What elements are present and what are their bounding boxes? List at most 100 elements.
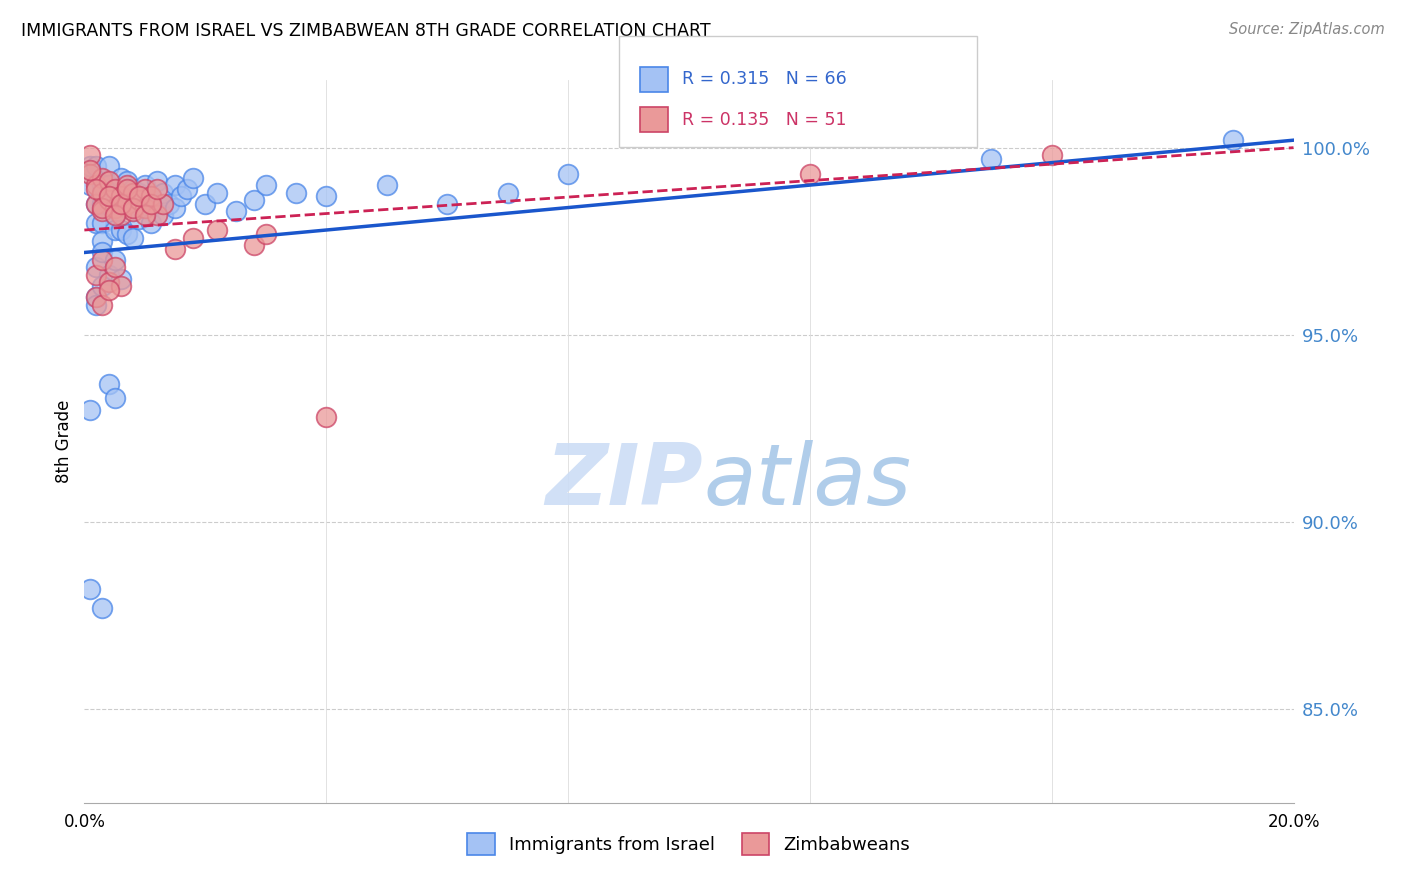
Point xyxy=(1222,133,1244,147)
Point xyxy=(134,201,156,215)
Point xyxy=(115,227,138,241)
Point xyxy=(104,223,127,237)
Point xyxy=(86,160,108,174)
Point xyxy=(110,271,132,285)
Point xyxy=(121,230,143,244)
Point xyxy=(86,290,108,304)
Point xyxy=(79,160,101,174)
Point xyxy=(254,227,277,241)
Point xyxy=(110,279,132,293)
Point xyxy=(91,298,114,312)
Point xyxy=(121,204,143,219)
Legend: Immigrants from Israel, Zimbabweans: Immigrants from Israel, Zimbabweans xyxy=(460,826,918,863)
Point xyxy=(315,410,337,425)
Point xyxy=(980,152,1002,166)
Point xyxy=(79,148,101,162)
Point xyxy=(115,174,138,188)
Point xyxy=(86,260,108,275)
Point xyxy=(128,211,150,226)
Point xyxy=(165,178,187,193)
Point xyxy=(86,268,108,282)
Point xyxy=(91,245,114,260)
Point xyxy=(97,174,120,188)
Point xyxy=(121,201,143,215)
Point xyxy=(115,196,138,211)
Point xyxy=(121,186,143,200)
Point xyxy=(121,182,143,196)
Point xyxy=(97,276,120,290)
Point xyxy=(104,182,127,196)
Point xyxy=(436,196,458,211)
Point xyxy=(104,260,127,275)
Y-axis label: 8th Grade: 8th Grade xyxy=(55,400,73,483)
Point xyxy=(79,178,101,193)
Point xyxy=(115,178,138,193)
Point xyxy=(91,201,114,215)
Point xyxy=(110,196,132,211)
Point xyxy=(91,186,114,200)
Point xyxy=(91,279,114,293)
Point xyxy=(128,186,150,200)
Point xyxy=(799,167,821,181)
Point xyxy=(91,252,114,267)
Point xyxy=(181,170,204,185)
Point xyxy=(110,223,132,237)
Point xyxy=(104,201,127,215)
Point xyxy=(1040,148,1063,162)
Point xyxy=(157,196,180,211)
Point xyxy=(128,193,150,207)
Point xyxy=(139,189,162,203)
Point xyxy=(194,196,217,211)
Point xyxy=(97,160,120,174)
Point xyxy=(86,196,108,211)
Point xyxy=(110,189,132,203)
Point xyxy=(285,186,308,200)
Point xyxy=(134,182,156,196)
Point xyxy=(91,204,114,219)
Point xyxy=(91,215,114,229)
Point xyxy=(79,163,101,178)
Point xyxy=(86,215,108,229)
Point xyxy=(86,290,108,304)
Point xyxy=(557,167,579,181)
Point xyxy=(91,601,114,615)
Point xyxy=(121,204,143,219)
Point xyxy=(315,189,337,203)
Point xyxy=(134,201,156,215)
Point xyxy=(152,196,174,211)
Point xyxy=(86,298,108,312)
Point xyxy=(207,223,229,237)
Point xyxy=(79,167,101,181)
Point xyxy=(134,178,156,193)
Point xyxy=(146,208,169,222)
Point xyxy=(110,170,132,185)
Point xyxy=(110,193,132,207)
Point xyxy=(91,170,114,185)
Point xyxy=(242,193,264,207)
Point xyxy=(181,230,204,244)
Point xyxy=(146,196,169,211)
Point xyxy=(79,582,101,597)
Text: R = 0.315   N = 66: R = 0.315 N = 66 xyxy=(682,70,846,88)
Point xyxy=(97,268,120,282)
Point xyxy=(104,186,127,200)
Point xyxy=(104,208,127,222)
Text: atlas: atlas xyxy=(703,440,911,524)
Point xyxy=(146,182,169,196)
Text: Source: ZipAtlas.com: Source: ZipAtlas.com xyxy=(1229,22,1385,37)
Point xyxy=(139,196,162,211)
Point xyxy=(115,201,138,215)
Point xyxy=(242,238,264,252)
Text: R = 0.135   N = 51: R = 0.135 N = 51 xyxy=(682,111,846,128)
Point xyxy=(170,189,193,203)
Point xyxy=(91,178,114,193)
Point xyxy=(165,242,187,256)
Point xyxy=(104,392,127,406)
Point xyxy=(152,186,174,200)
Point xyxy=(128,189,150,203)
Point xyxy=(86,178,108,193)
Point xyxy=(225,204,247,219)
Point xyxy=(176,182,198,196)
Point xyxy=(110,208,132,222)
Point xyxy=(134,208,156,222)
